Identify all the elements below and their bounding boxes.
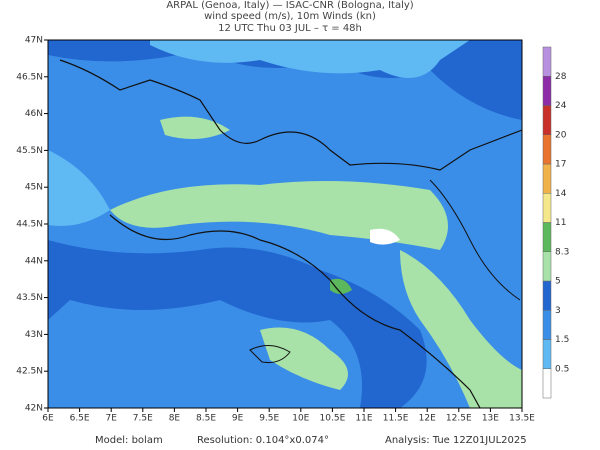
- colorbar-label: 17: [555, 160, 566, 170]
- lon-label: 9.5E: [259, 414, 279, 424]
- map-ticks: 6E 6.5E 7E 7.5E 8E 8.5E 9E 9.5E 10E 10.5E 11E 11.5E…: [16, 36, 535, 424]
- colorbar-label: 8.3: [555, 247, 569, 257]
- colorbar-label: 20: [555, 130, 567, 140]
- colorbar-segment: [542, 76, 552, 106]
- colorbar-segment: [542, 280, 552, 311]
- lat-label: 45.5N: [16, 146, 43, 156]
- lat-label: 46.5N: [16, 72, 43, 82]
- colorbar-segment: [542, 134, 552, 165]
- lat-label: 45N: [25, 183, 43, 193]
- colorbar: 0.5 1.5 3 5 8.3 11 14 17 20 24 28: [542, 46, 569, 399]
- footer-resolution: Resolution: 0.104°x0.074°: [197, 435, 329, 446]
- colorbar-label: 28: [555, 72, 567, 82]
- lat-label: 44.5N: [16, 220, 43, 230]
- title-line: 12 UTC Thu 03 JUL – τ = 48h: [218, 23, 362, 34]
- lon-label: 10.5E: [320, 414, 346, 424]
- lat-label: 46N: [25, 109, 43, 119]
- colorbar-segment: [542, 163, 552, 194]
- footer-analysis: Analysis: Tue 12Z01JUL2025: [385, 435, 527, 446]
- colorbar-segment: [542, 310, 552, 340]
- colorbar-segment: [542, 105, 552, 135]
- lat-label: 47N: [25, 36, 43, 46]
- lon-label: 8.5E: [196, 414, 216, 424]
- colorbar-label: 3: [555, 306, 561, 316]
- lon-label: 10E: [292, 414, 309, 424]
- colorbar-label: 24: [555, 101, 567, 111]
- lat-label: 42.5N: [16, 367, 43, 377]
- colorbar-segment: [542, 222, 552, 252]
- lon-label: 13.5E: [509, 414, 535, 424]
- colorbar-label: 1.5: [555, 335, 569, 345]
- footer-model: Model: bolam: [95, 435, 163, 446]
- lon-label: 13E: [482, 414, 499, 424]
- colorbar-segment: [542, 46, 552, 77]
- lon-label: 12E: [419, 414, 436, 424]
- colorbar-label: 11: [555, 218, 566, 228]
- lon-label: 12.5E: [446, 414, 472, 424]
- title-line: ARPAL (Genoa, Italy) — ISAC-CNR (Bologna…: [166, 0, 413, 11]
- colorbar-segment: [542, 368, 552, 399]
- lon-label: 11E: [355, 414, 372, 424]
- title-line: wind speed (m/s), 10m Winds (kn): [204, 11, 376, 22]
- lon-label: 8E: [169, 414, 181, 424]
- lat-label: 44N: [25, 256, 43, 266]
- colorbar-segment: [542, 193, 552, 223]
- lat-label: 43N: [25, 330, 43, 340]
- colorbar-segment: [542, 339, 552, 369]
- map-field: [48, 40, 522, 408]
- colorbar-label: 5: [555, 277, 561, 287]
- lon-label: 11.5E: [383, 414, 409, 424]
- lat-label: 43.5N: [16, 293, 43, 303]
- colorbar-segment: [542, 251, 552, 282]
- lon-label: 6E: [42, 414, 54, 424]
- lon-label: 6.5E: [70, 414, 90, 424]
- lon-label: 7.5E: [133, 414, 153, 424]
- lat-label: 42N: [25, 404, 43, 414]
- colorbar-label: 14: [555, 189, 567, 199]
- colorbar-label: 0.5: [555, 364, 569, 374]
- lon-label: 9E: [232, 414, 244, 424]
- lon-label: 7E: [105, 414, 117, 424]
